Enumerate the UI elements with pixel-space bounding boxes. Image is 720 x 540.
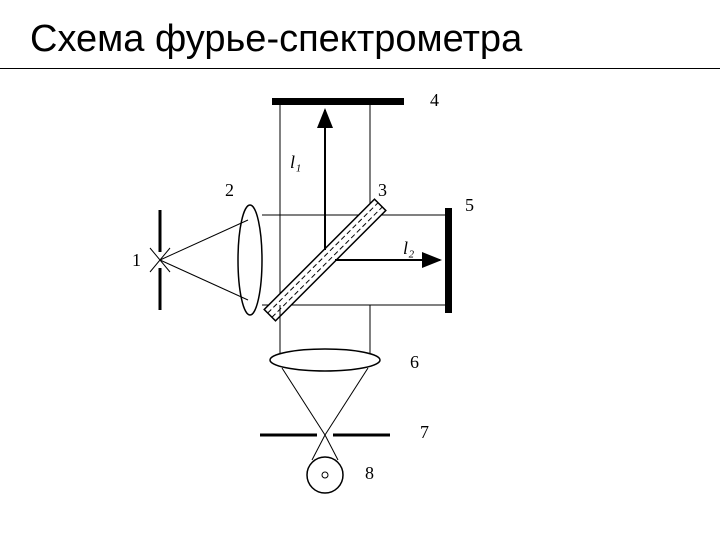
lens-2	[238, 205, 262, 315]
label-7: 7	[420, 422, 429, 443]
page-title: Схема фурье-спектрометра	[30, 18, 522, 61]
ray-conv-right	[325, 368, 368, 435]
lens-6	[270, 349, 380, 371]
ray-det-left	[312, 435, 325, 460]
ray-conv-left	[282, 368, 325, 435]
ray-det-right	[325, 435, 338, 460]
label-l2: l₂	[403, 238, 414, 259]
diagram-svg	[120, 80, 600, 520]
label-l1: l₁	[290, 152, 301, 173]
label-4: 4	[430, 90, 439, 111]
label-5: 5	[465, 195, 474, 216]
label-3: 3	[378, 180, 387, 201]
mirror-5	[445, 208, 452, 313]
mirror-4	[272, 98, 404, 105]
label-1: 1	[132, 250, 141, 271]
label-2: 2	[225, 180, 234, 201]
title-underline	[0, 68, 720, 69]
detector-8	[307, 457, 343, 493]
spectrometer-diagram: 1 2 3 4 5 6 7 8 l₁ l₂	[120, 80, 600, 520]
label-8: 8	[365, 463, 374, 484]
aperture-1	[160, 210, 248, 310]
label-6: 6	[410, 352, 419, 373]
